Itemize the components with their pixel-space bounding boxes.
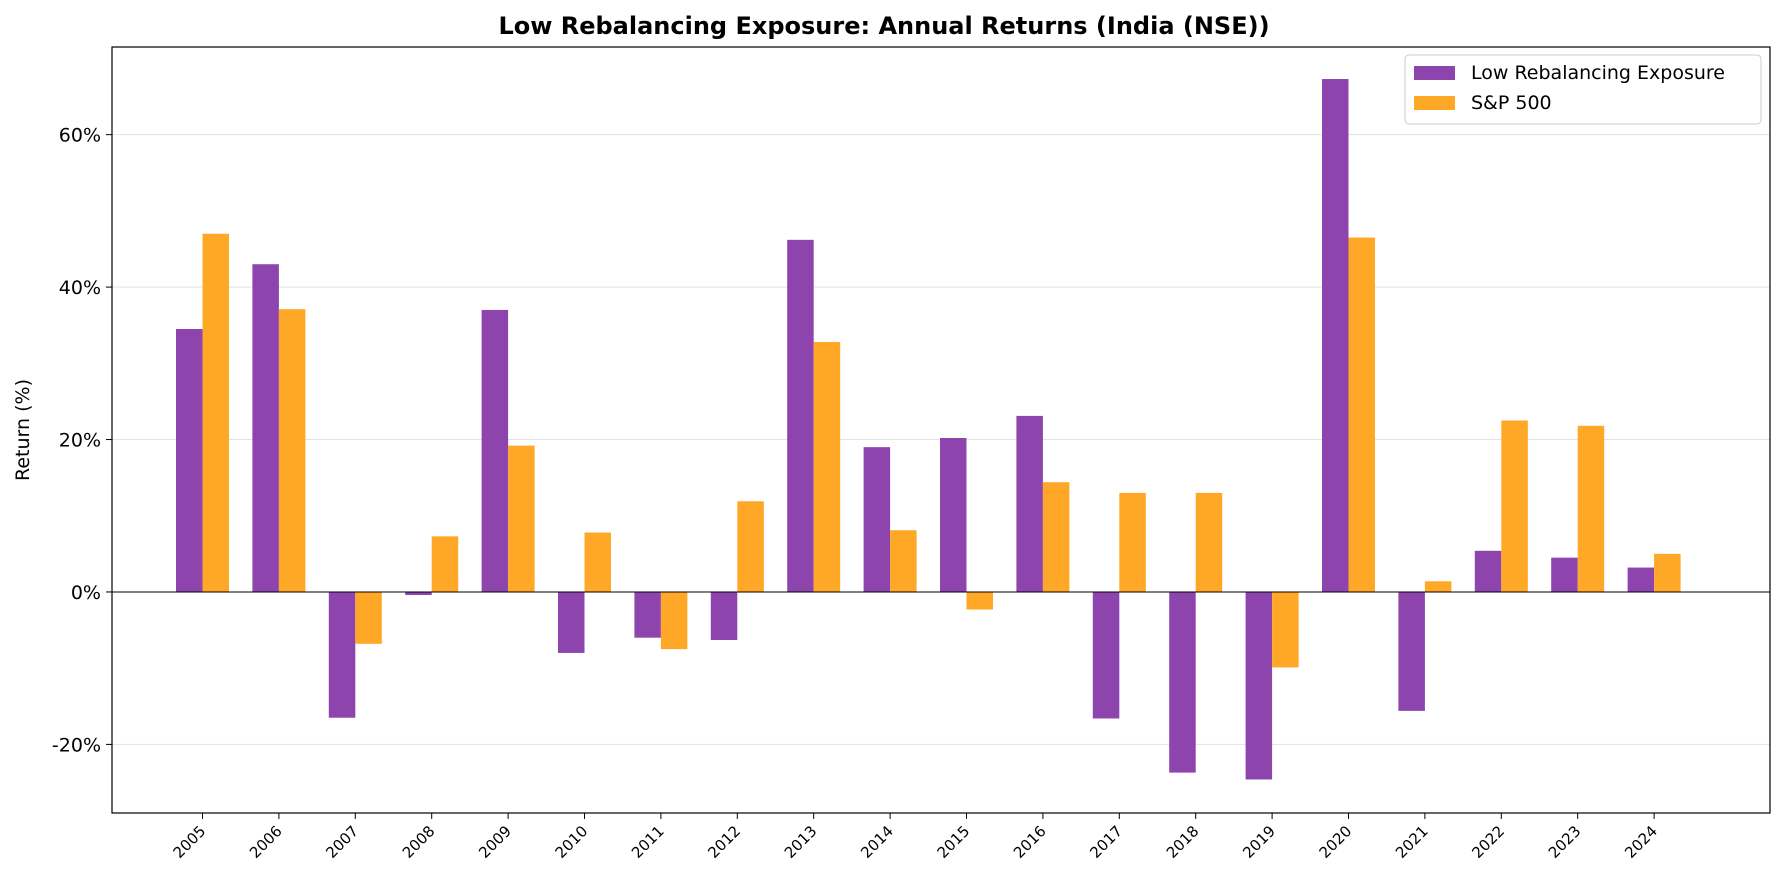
y-tick-label: 60%	[59, 125, 101, 147]
x-tick-label: 2024	[1621, 822, 1661, 862]
bar-strategy-2005	[176, 329, 203, 592]
bar-benchmark-2023	[1577, 425, 1605, 592]
y-axis-label: Return (%)	[12, 379, 34, 481]
y-tick-label: 20%	[59, 430, 101, 452]
bar-strategy-2020	[1322, 79, 1349, 592]
x-tick-label: 2006	[246, 822, 286, 862]
y-tick-label: 40%	[59, 277, 101, 299]
bar-benchmark-2008	[431, 536, 459, 592]
x-tick-label: 2021	[1392, 822, 1432, 862]
bar-benchmark-2010	[584, 532, 611, 592]
bar-benchmark-2005	[202, 233, 229, 592]
x-tick-label: 2012	[704, 822, 744, 862]
x-tick-label: 2015	[934, 822, 974, 862]
x-tick-label: 2010	[552, 822, 592, 862]
bar-strategy-2009	[481, 309, 509, 592]
bar-benchmark-2017	[1119, 492, 1146, 592]
x-tick-label: 2009	[475, 822, 515, 862]
bar-strategy-2015	[940, 438, 967, 592]
x-tick-label: 2018	[1163, 822, 1203, 862]
bar-benchmark-2020	[1348, 237, 1375, 592]
chart-title: Low Rebalancing Exposure: Annual Returns…	[498, 12, 1269, 40]
x-tick-label: 2014	[857, 822, 897, 862]
plot-area	[111, 46, 1771, 814]
x-tick-label: 2007	[322, 822, 362, 862]
x-axis: 2005 2006 2007 2008 2009 2010 2011 2012 2013 2014…	[170, 813, 1661, 862]
bar-strategy-2024	[1627, 567, 1655, 592]
bar-benchmark-2009	[508, 445, 535, 592]
bar-strategy-2013	[787, 239, 814, 592]
bar-strategy-2018	[1169, 591, 1196, 773]
legend-swatch	[1414, 66, 1455, 80]
bar-benchmark-2007	[355, 591, 382, 644]
bar-strategy-2017	[1092, 591, 1120, 719]
bar-strategy-2010	[558, 591, 585, 653]
bar-benchmark-2014	[890, 530, 917, 592]
bar-benchmark-2015	[966, 591, 993, 610]
bar-benchmark-2012	[737, 501, 764, 592]
y-tick-label: -20%	[52, 734, 101, 756]
bar-strategy-2007	[328, 591, 356, 718]
x-tick-label: 2013	[781, 822, 821, 862]
bar-benchmark-2022	[1501, 420, 1528, 592]
bar-strategy-2012	[710, 591, 738, 640]
bar-benchmark-2013	[813, 341, 841, 592]
x-tick-label: 2019	[1239, 822, 1279, 862]
legend-swatch	[1414, 96, 1455, 110]
bar-strategy-2016	[1016, 415, 1043, 592]
bar-benchmark-2018	[1195, 492, 1223, 592]
legend-box	[1404, 54, 1762, 125]
x-tick-label: 2005	[170, 822, 210, 862]
bar-strategy-2008	[405, 591, 432, 596]
bar-benchmark-2016	[1042, 482, 1070, 592]
bars	[176, 79, 1681, 780]
bar-strategy-2014	[863, 447, 891, 592]
legend-label: S&P 500	[1471, 92, 1552, 114]
x-tick-label: 2008	[399, 822, 439, 862]
bar-benchmark-2006	[278, 309, 306, 592]
bar-benchmark-2021	[1424, 581, 1452, 592]
bar-strategy-2019	[1245, 591, 1273, 780]
bar-benchmark-2024	[1654, 553, 1681, 592]
y-axis: -20% 0% 20% 40% 60%	[52, 125, 112, 756]
x-tick-label: 2022	[1468, 822, 1508, 862]
x-tick-label: 2011	[628, 822, 668, 862]
bar-benchmark-2019	[1272, 591, 1299, 668]
bar-strategy-2022	[1474, 550, 1502, 592]
bar-strategy-2021	[1398, 591, 1425, 711]
legend: Low Rebalancing Exposure S&P 500	[1404, 54, 1762, 125]
x-tick-label: 2017	[1086, 822, 1126, 862]
bar-benchmark-2011	[660, 591, 688, 650]
x-tick-label: 2020	[1316, 822, 1356, 862]
bar-strategy-2006	[252, 264, 279, 592]
x-tick-label: 2016	[1010, 822, 1050, 862]
bar-strategy-2011	[634, 591, 661, 638]
bar-strategy-2023	[1551, 557, 1578, 592]
y-tick-label: 0%	[71, 582, 101, 604]
x-tick-label: 2023	[1545, 822, 1585, 862]
legend-label: Low Rebalancing Exposure	[1471, 62, 1725, 84]
